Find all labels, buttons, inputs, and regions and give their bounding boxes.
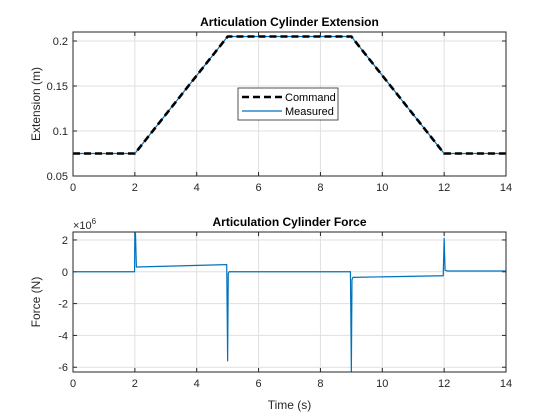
force-xtick-label: 12 <box>438 378 450 390</box>
extension-series-group <box>73 35 506 155</box>
extension-ytick-label: 0.1 <box>53 126 68 138</box>
legend-box <box>237 87 339 121</box>
extension-subplot: 0 2 4 6 8 10 12 14 0.05 0.1 0.15 0.2 Command Measured… <box>29 15 512 194</box>
legend-label-measured: Measured <box>285 106 334 118</box>
extension-ytick-label: 0.2 <box>53 36 68 48</box>
extension-xtick-label: 12 <box>438 182 450 194</box>
extension-ylabel: Extension (m) <box>29 67 43 141</box>
force-xtick-label: 10 <box>376 378 388 390</box>
extension-series-measured <box>73 35 506 155</box>
force-series <box>73 232 506 372</box>
extension-xtick-label: 2 <box>132 182 138 194</box>
force-xlabel: Time (s) <box>268 398 312 412</box>
force-series-group <box>73 232 506 372</box>
extension-xtick-label: 14 <box>500 182 512 194</box>
extension-axes-box <box>72 31 507 177</box>
force-xtick-label: 4 <box>194 378 200 390</box>
extension-title: Articulation Cylinder Extension <box>200 15 379 29</box>
force-ylabel: Force (N) <box>29 277 43 328</box>
force-xtick-label: 8 <box>317 378 323 390</box>
force-subplot: ×106 0 2 4 6 8 10 12 14 -6 -4 -2 0 2 Articulation Cyl… <box>29 215 512 412</box>
extension-ytick-label: 0.05 <box>47 171 68 183</box>
force-xtick-label: 0 <box>70 378 76 390</box>
extension-legend: Command Measured <box>237 87 339 121</box>
force-exponent-label: ×106 <box>73 217 97 232</box>
force-xtick-label: 6 <box>256 378 262 390</box>
extension-xtick-label: 10 <box>376 182 388 194</box>
force-ytick-label: -4 <box>58 330 68 342</box>
force-ytick-label: 0 <box>62 267 68 279</box>
legend-label-command: Command <box>285 92 336 104</box>
force-ytick-label: -6 <box>58 362 68 374</box>
force-plot-area <box>73 232 506 372</box>
force-title: Articulation Cylinder Force <box>212 215 366 229</box>
force-xtick-label: 2 <box>132 378 138 390</box>
extension-xtick-label: 6 <box>256 182 262 194</box>
extension-ytick-label: 0.15 <box>47 81 68 93</box>
force-axes-box <box>72 231 507 373</box>
extension-xtick-label: 0 <box>70 182 76 194</box>
force-ytick-label: 2 <box>62 235 68 247</box>
force-xtick-label: 14 <box>500 378 512 390</box>
extension-xtick-label: 4 <box>194 182 200 194</box>
force-ytick-label: -2 <box>58 299 68 311</box>
extension-xtick-label: 8 <box>317 182 323 194</box>
